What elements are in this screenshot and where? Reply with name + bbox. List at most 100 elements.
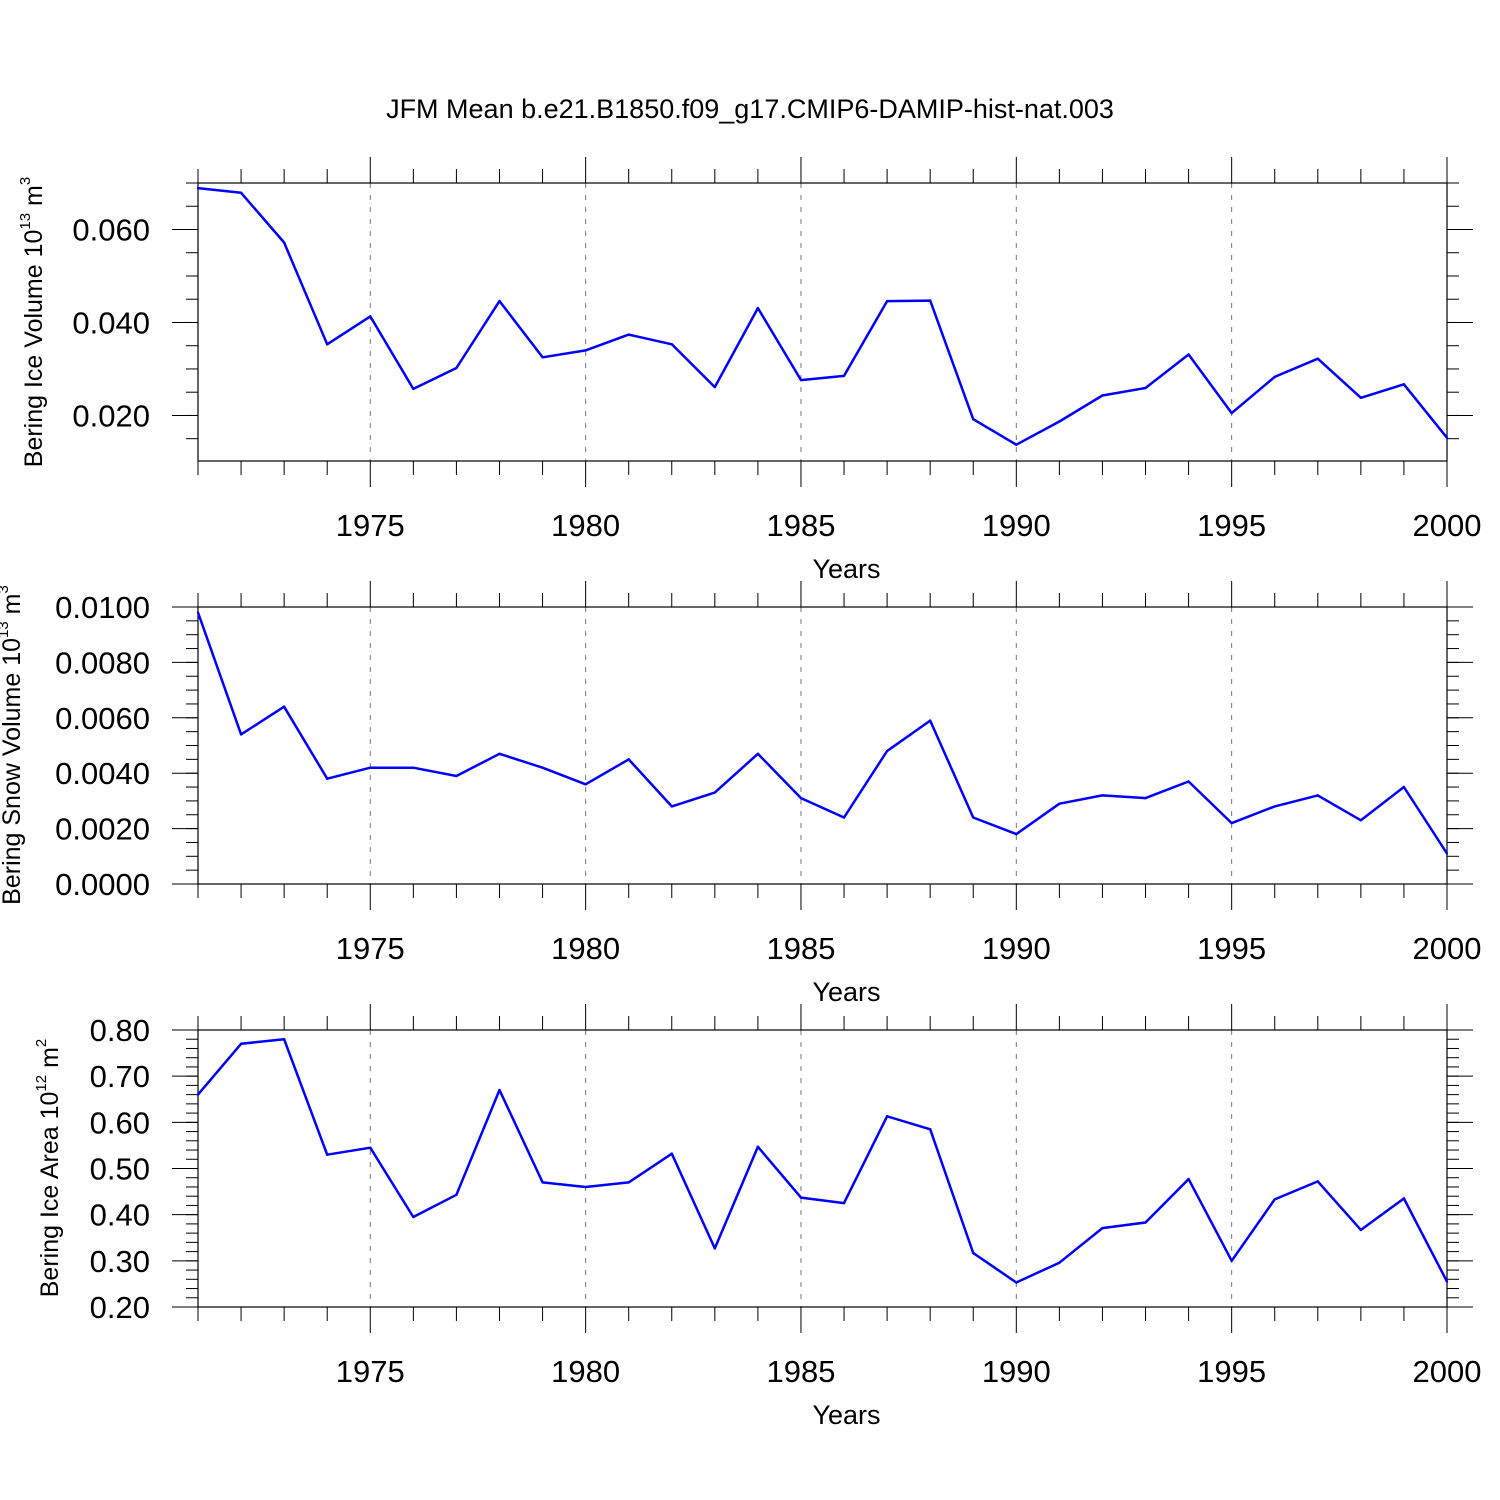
chart-panel-1: 1975 1980 1985 1990 1995 2000 0.020 0.040 0.060 Y…: [17, 157, 1481, 584]
x-tick-label: 1985: [766, 931, 835, 966]
data-point: [1058, 802, 1061, 805]
y-tick-label: 0.060: [72, 212, 150, 247]
data-point: [369, 315, 372, 318]
data-point: [1230, 1259, 1233, 1263]
y-tick-label: 0.20: [90, 1290, 150, 1325]
data-point: [1402, 383, 1406, 386]
data-point: [455, 366, 458, 370]
data-point: [412, 766, 415, 769]
chart-panel-2: 1975 1980 1985 1990 1995 2000 0.0000 0.0020 0.00…: [0, 581, 1481, 1007]
data-point: [1359, 396, 1363, 399]
data-point: [541, 356, 544, 359]
y-tick-label: 0.020: [72, 398, 150, 433]
data-point: [972, 417, 975, 421]
data-point: [239, 733, 243, 736]
data-point: [326, 777, 329, 780]
y-tick-label: 0.40: [90, 1198, 150, 1233]
data-point: [842, 374, 846, 378]
data-point: [1187, 780, 1190, 783]
y-tick-label: 0.0080: [55, 645, 150, 680]
data-point: [1316, 794, 1319, 797]
x-tick-label: 1990: [982, 931, 1051, 966]
data-point: [627, 758, 630, 761]
data-point: [842, 816, 846, 819]
data-point: [1187, 1177, 1190, 1181]
data-point: [196, 1093, 200, 1096]
data-point: [369, 766, 372, 769]
y-tick-label: 0.70: [90, 1059, 150, 1094]
data-point: [1101, 794, 1104, 797]
data-point: [1445, 852, 1449, 855]
x-tick-label: 1995: [1197, 508, 1266, 543]
data-point: [885, 299, 889, 303]
y-tick-label: 0.0100: [55, 590, 150, 625]
data-point: [713, 791, 717, 794]
data-point: [1316, 1180, 1319, 1183]
chart-panel-3: 1975 1980 1985 1990 1995 2000 0.20 0.30 0.40 0.50…: [33, 1004, 1481, 1430]
data-point: [1359, 1228, 1363, 1232]
data-point: [885, 749, 889, 753]
data-point: [1273, 375, 1276, 379]
data-point: [756, 752, 760, 756]
data-point: [282, 1038, 286, 1041]
data-point: [756, 1145, 760, 1149]
data-point: [1144, 796, 1147, 800]
data-point: [1101, 394, 1104, 397]
data-point: [412, 387, 415, 391]
data-point: [1445, 436, 1449, 439]
data-point: [670, 343, 673, 346]
data-point: [1359, 819, 1363, 822]
data-point: [756, 306, 760, 310]
y-axis-label: Bering Snow Volume 1013 m3: [0, 585, 26, 905]
data-point: [928, 299, 932, 302]
data-point: [627, 1181, 630, 1184]
y-tick-label: 0.80: [90, 1013, 150, 1048]
x-tick-label: 1995: [1197, 931, 1266, 966]
panels: 1975 1980 1985 1990 1995 2000 0.020 0.040 0.060 Y…: [0, 157, 1481, 1430]
data-point: [799, 378, 803, 382]
x-tick-label: 1980: [551, 508, 620, 543]
y-tick-label: 0.50: [90, 1152, 150, 1187]
data-point: [584, 1185, 587, 1189]
y-axis-label-exponent: 12: [33, 1075, 50, 1092]
plot-frame: [197, 606, 1448, 885]
data-point: [369, 1146, 372, 1149]
data-point: [1445, 1280, 1449, 1283]
series-line-1: [197, 186, 1448, 446]
data-point: [1144, 1221, 1147, 1224]
data-point: [713, 385, 717, 389]
data-point: [1144, 386, 1147, 390]
plot-frame: [197, 182, 1448, 462]
data-point: [1187, 353, 1190, 356]
x-tick-label: 2000: [1413, 1354, 1482, 1389]
data-point: [972, 816, 975, 819]
data-point: [196, 611, 200, 614]
data-point: [326, 343, 329, 346]
x-tick-label: 1990: [982, 1354, 1051, 1389]
figure-title: JFM Mean b.e21.B1850.f09_g17.CMIP6-DAMIP…: [386, 94, 1114, 124]
data-point: [282, 241, 286, 244]
data-point: [239, 1042, 243, 1046]
x-tick-label: 1985: [766, 1354, 835, 1389]
data-point: [326, 1153, 329, 1156]
data-point: [282, 705, 286, 708]
data-point: [799, 1196, 803, 1199]
data-point: [1015, 443, 1018, 446]
series-line-1: [196, 612, 1449, 855]
y-axis-label-unit-exponent: 3: [0, 585, 12, 593]
data-point: [1230, 821, 1233, 825]
x-tick-label: 1995: [1197, 1354, 1266, 1389]
data-point: [670, 1152, 673, 1155]
data-point: [670, 805, 673, 808]
x-tick-label: 1975: [336, 508, 405, 543]
data-point: [1273, 805, 1276, 808]
data-point: [713, 1247, 717, 1250]
x-tick-label: 1975: [336, 931, 405, 966]
y-axis-label-unit: m: [0, 594, 26, 622]
y-tick-label: 0.0040: [55, 756, 150, 791]
y-axis-label-text: Bering Ice Volume 10: [20, 230, 48, 468]
data-point: [498, 752, 501, 756]
y-tick-label: 0.0000: [55, 867, 150, 902]
y-axis-label-unit: m: [36, 1047, 64, 1075]
